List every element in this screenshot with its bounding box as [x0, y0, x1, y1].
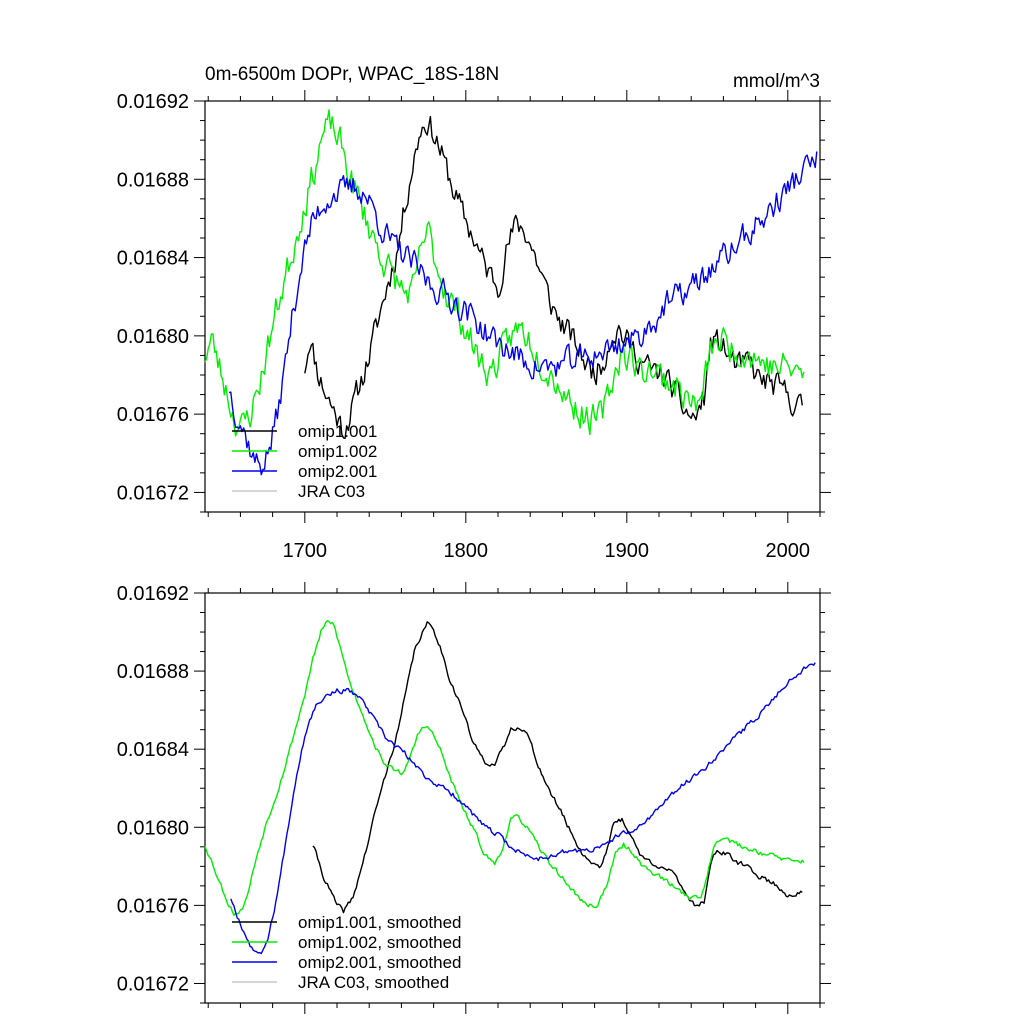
series-line-omip1-001-smoothed: [312, 621, 803, 914]
bottom-panel: 0.01692 0.01688 0.01684 0.01680 0.01676 0.016…: [117, 582, 831, 1014]
y-tick-label: 0.01676: [117, 404, 189, 426]
y-tick-label: 0.01676: [117, 895, 189, 917]
legend-label: omip1.002, smoothed: [298, 933, 462, 952]
y-tick-label: 0.01688: [117, 169, 189, 191]
y-tick-label: 0.01692: [117, 583, 189, 605]
legend-label: omip1.001, smoothed: [298, 913, 462, 932]
units-label: mmol/m^3: [733, 71, 820, 92]
plot-frame: [204, 100, 821, 513]
legend-label: JRA C03, smoothed: [298, 973, 449, 992]
series-line-omip1-001: [304, 115, 803, 439]
y-tick-label: 0.01684: [117, 739, 189, 761]
y-tick-label: 0.01692: [117, 91, 189, 113]
series-line-omip2-001-smoothed: [230, 662, 816, 955]
y-tick-label: 0.01672: [117, 973, 189, 995]
y-tick-label: 0.01688: [117, 661, 189, 683]
y-tick-label: 0.01680: [117, 326, 189, 348]
series-line-omip1-002-smoothed: [204, 620, 805, 916]
legend-label: omip1.002: [298, 442, 377, 461]
y-tick-label: 0.01672: [117, 482, 189, 504]
legend-label: JRA C03: [298, 482, 365, 501]
chart-title: 0m-6500m DOPr, WPAC_18S-18N: [205, 64, 499, 85]
x-tick-label: 1700: [283, 540, 328, 562]
legend-label: omip2.001, smoothed: [298, 953, 462, 972]
y-tick-label: 0.01684: [117, 248, 189, 270]
top-panel: 0.01692 0.01688 0.01684 0.01680 0.01676 0.016…: [117, 64, 831, 562]
legend-label: omip2.001: [298, 462, 377, 481]
x-tick-label: 1900: [605, 540, 650, 562]
plot-frame: [204, 592, 821, 1004]
legend-label: omip1.001: [298, 422, 377, 441]
series-line-omip2-001: [228, 151, 818, 476]
x-tick-label: 2000: [766, 540, 811, 562]
y-tick-label: 0.01680: [117, 817, 189, 839]
x-tick-label: 1800: [444, 540, 489, 562]
series-line-omip1-002: [204, 109, 805, 437]
